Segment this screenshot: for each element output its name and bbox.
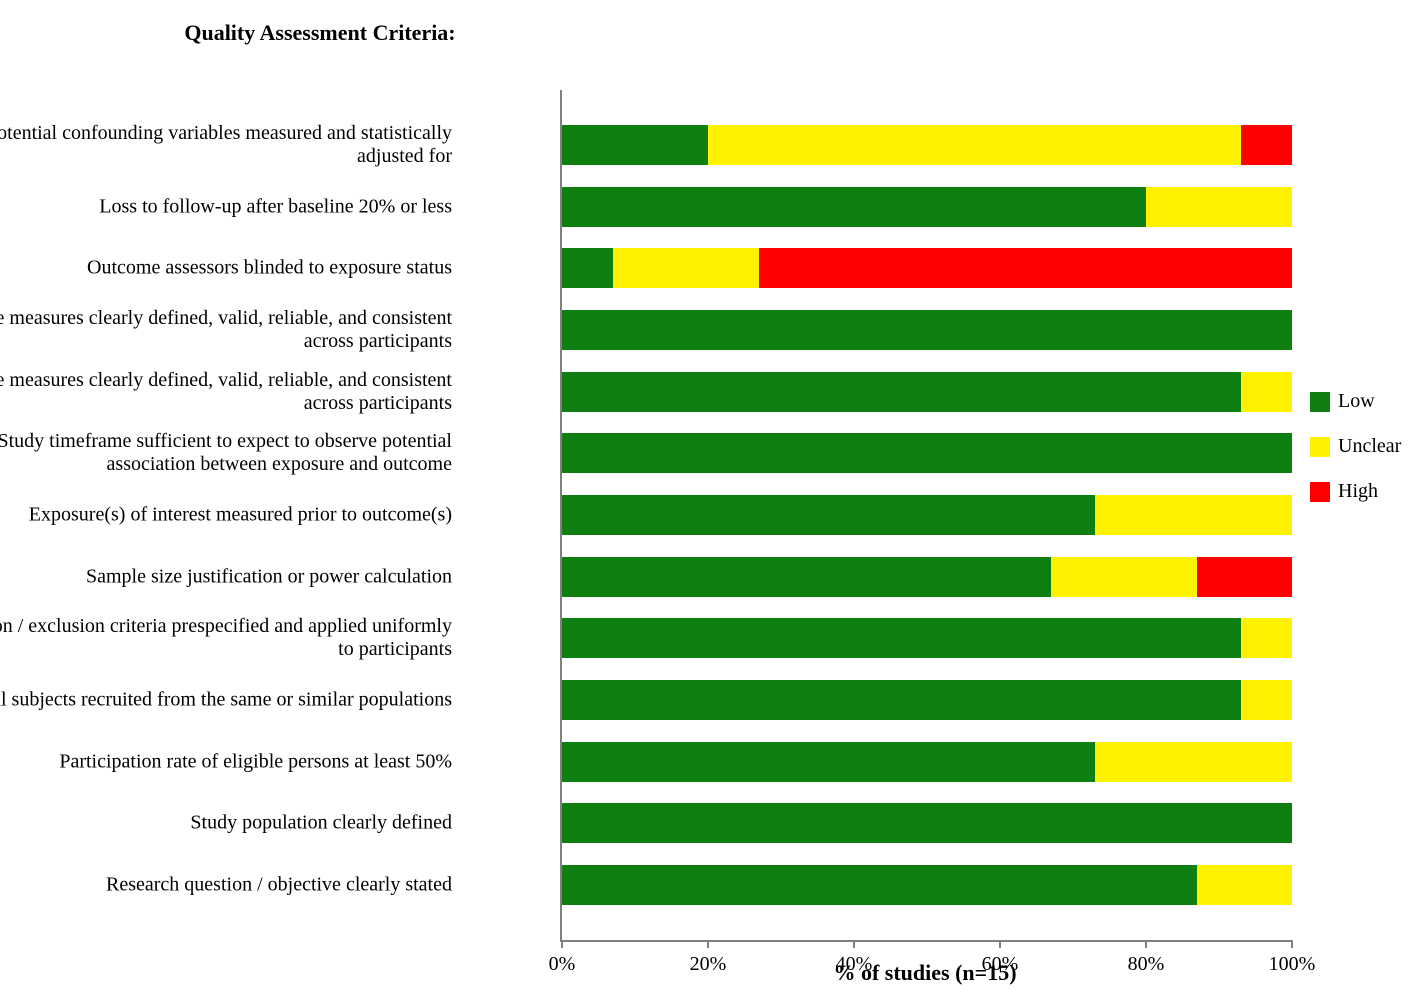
bar-track: [562, 865, 1292, 905]
bar-segment-unclear: [1241, 372, 1292, 412]
bar-row: Outcome measures clearly defined, valid,…: [562, 303, 1292, 357]
bar-row: Sample size justification or power calcu…: [562, 550, 1292, 604]
bar-segment-low: [562, 680, 1241, 720]
bar-segment-unclear: [1095, 742, 1292, 782]
category-label: Research question / objective clearly st…: [0, 874, 452, 897]
bar-segment-high: [1241, 125, 1292, 165]
bar-segment-low: [562, 187, 1146, 227]
bar-row: Exposure measures clearly defined, valid…: [562, 365, 1292, 419]
bar-segment-unclear: [1197, 865, 1292, 905]
quality-assessment-chart: Quality Assessment Criteria: 0%20%40%60%…: [20, 20, 1398, 988]
bar-segment-low: [562, 372, 1241, 412]
bar-row: Study timeframe sufficient to expect to …: [562, 426, 1292, 480]
x-tick: [707, 940, 709, 948]
category-label: Exposure measures clearly defined, valid…: [0, 369, 452, 415]
bar-track: [562, 557, 1292, 597]
category-label: Loss to follow-up after baseline 20% or …: [0, 195, 452, 218]
bar-segment-high: [1197, 557, 1292, 597]
legend-swatch: [1310, 482, 1330, 502]
bar-segment-low: [562, 310, 1292, 350]
bar-segment-low: [562, 125, 708, 165]
bar-segment-unclear: [1095, 495, 1292, 535]
bar-segment-low: [562, 433, 1292, 473]
bar-segment-low: [562, 618, 1241, 658]
category-label: All subjects recruited from the same or …: [0, 689, 452, 712]
bar-track: [562, 803, 1292, 843]
bar-row: Research question / objective clearly st…: [562, 858, 1292, 912]
bar-track: [562, 618, 1292, 658]
bar-track: [562, 680, 1292, 720]
bar-segment-low: [562, 865, 1197, 905]
category-label: Key potential confounding variables meas…: [0, 122, 452, 168]
bar-row: Participation rate of eligible persons a…: [562, 735, 1292, 789]
category-label: Sample size justification or power calcu…: [0, 565, 452, 588]
category-label: Study population clearly defined: [0, 812, 452, 835]
x-axis-title: % of studies (n=15): [560, 960, 1290, 986]
legend-label: Low: [1338, 390, 1375, 413]
x-tick: [853, 940, 855, 948]
bar-row: Study population clearly defined: [562, 796, 1292, 850]
bar-row: Inclusion / exclusion criteria prespecif…: [562, 611, 1292, 665]
legend-label: Unclear: [1338, 435, 1401, 458]
bar-segment-low: [562, 742, 1095, 782]
bar-row: Key potential confounding variables meas…: [562, 118, 1292, 172]
bar-segment-unclear: [613, 248, 759, 288]
bar-segment-low: [562, 557, 1051, 597]
plot-area: 0%20%40%60%80%100%Key potential confound…: [560, 90, 1292, 942]
category-label: Outcome measures clearly defined, valid,…: [0, 307, 452, 353]
x-tick: [1145, 940, 1147, 948]
legend-swatch: [1310, 437, 1330, 457]
legend-label: High: [1338, 480, 1378, 503]
category-label: Study timeframe sufficient to expect to …: [0, 430, 452, 476]
bar-segment-low: [562, 495, 1095, 535]
legend-item: High: [1310, 480, 1401, 503]
legend-swatch: [1310, 392, 1330, 412]
bar-row: All subjects recruited from the same or …: [562, 673, 1292, 727]
bar-segment-unclear: [1051, 557, 1197, 597]
category-label: Participation rate of eligible persons a…: [0, 750, 452, 773]
bar-segment-unclear: [1146, 187, 1292, 227]
bar-segment-unclear: [1241, 680, 1292, 720]
bar-track: [562, 125, 1292, 165]
category-label: Inclusion / exclusion criteria prespecif…: [0, 615, 452, 661]
category-label: Exposure(s) of interest measured prior t…: [0, 504, 452, 527]
bar-row: Outcome assessors blinded to exposure st…: [562, 241, 1292, 295]
bar-track: [562, 248, 1292, 288]
legend: Low Unclear High: [1310, 390, 1401, 525]
bar-segment-low: [562, 803, 1292, 843]
legend-item: Unclear: [1310, 435, 1401, 458]
bar-segment-unclear: [708, 125, 1241, 165]
legend-item: Low: [1310, 390, 1401, 413]
bar-track: [562, 495, 1292, 535]
bar-segment-high: [759, 248, 1292, 288]
bar-track: [562, 372, 1292, 412]
bar-segment-low: [562, 248, 613, 288]
bar-row: Exposure(s) of interest measured prior t…: [562, 488, 1292, 542]
bar-track: [562, 433, 1292, 473]
bar-row: Loss to follow-up after baseline 20% or …: [562, 180, 1292, 234]
bar-track: [562, 187, 1292, 227]
bar-segment-unclear: [1241, 618, 1292, 658]
category-label: Outcome assessors blinded to exposure st…: [0, 257, 452, 280]
x-tick: [1291, 940, 1293, 948]
bar-track: [562, 742, 1292, 782]
bar-track: [562, 310, 1292, 350]
x-tick: [999, 940, 1001, 948]
chart-title: Quality Assessment Criteria:: [150, 20, 490, 46]
x-tick: [561, 940, 563, 948]
